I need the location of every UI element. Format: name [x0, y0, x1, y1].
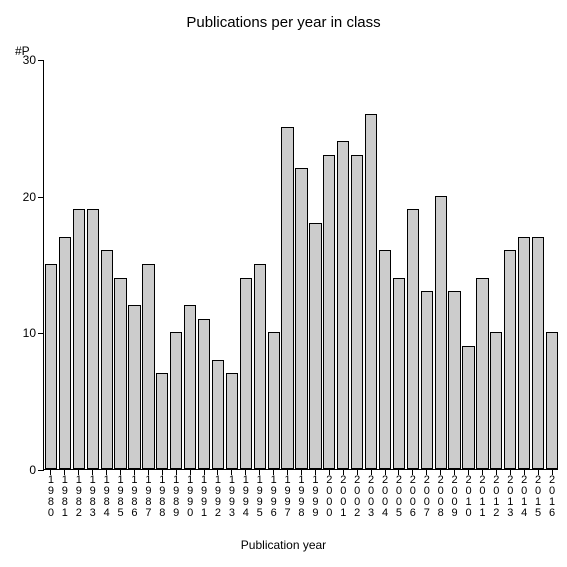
- bar: [309, 223, 321, 469]
- x-tick-label: 1 9 8 2: [72, 469, 86, 519]
- bar: [170, 332, 182, 469]
- x-tick-label: 1 9 8 9: [169, 469, 183, 519]
- x-tick-label: 2 0 1 2: [489, 469, 503, 519]
- x-tick-label: 2 0 1 6: [545, 469, 559, 519]
- x-tick-label: 2 0 0 6: [406, 469, 420, 519]
- y-tick-label: 10: [23, 326, 44, 340]
- bar: [59, 237, 71, 469]
- x-tick-label: 2 0 0 0: [322, 469, 336, 519]
- x-tick-label: 1 9 8 3: [86, 469, 100, 519]
- x-tick-label: 1 9 9 6: [267, 469, 281, 519]
- bar: [226, 373, 238, 469]
- x-tick-label: 1 9 8 5: [114, 469, 128, 519]
- x-tick-label: 1 9 9 2: [211, 469, 225, 519]
- x-tick-label: 1 9 8 8: [155, 469, 169, 519]
- bar: [518, 237, 530, 469]
- bar: [212, 360, 224, 469]
- x-tick-label: 1 9 8 7: [141, 469, 155, 519]
- x-tick-label: 2 0 0 3: [364, 469, 378, 519]
- bar: [365, 114, 377, 469]
- chart-title: Publications per year in class: [0, 14, 567, 31]
- bar: [351, 155, 363, 469]
- bar: [490, 332, 502, 469]
- bar: [73, 209, 85, 469]
- y-tick-label: 0: [29, 463, 44, 477]
- bar: [532, 237, 544, 469]
- bar: [281, 127, 293, 469]
- y-tick-label: 20: [23, 190, 44, 204]
- x-tick-label: 1 9 9 8: [295, 469, 309, 519]
- x-tick-label: 2 0 0 1: [336, 469, 350, 519]
- bar: [337, 141, 349, 469]
- y-tick-label: 30: [23, 53, 44, 67]
- x-tick-label: 2 0 1 1: [475, 469, 489, 519]
- x-tick-label: 2 0 1 3: [503, 469, 517, 519]
- bar: [87, 209, 99, 469]
- x-tick-label: 2 0 0 9: [448, 469, 462, 519]
- bar: [407, 209, 419, 469]
- x-tick-label: 1 9 9 5: [253, 469, 267, 519]
- x-tick-label: 2 0 0 2: [350, 469, 364, 519]
- plot-area: 01020301 9 8 01 9 8 11 9 8 21 9 8 31 9 8…: [43, 60, 558, 470]
- x-tick-label: 1 9 9 9: [308, 469, 322, 519]
- bar: [435, 196, 447, 469]
- bar: [128, 305, 140, 469]
- x-tick-label: 1 9 9 3: [225, 469, 239, 519]
- bar: [114, 278, 126, 469]
- x-tick-label: 1 9 8 0: [44, 469, 58, 519]
- chart-canvas: Publications per year in class #P Public…: [0, 0, 567, 567]
- x-tick-label: 1 9 8 4: [100, 469, 114, 519]
- bar: [379, 250, 391, 469]
- x-tick-label: 2 0 1 5: [531, 469, 545, 519]
- bar: [393, 278, 405, 469]
- bar: [323, 155, 335, 469]
- x-axis-label: Publication year: [0, 538, 567, 552]
- x-tick-label: 1 9 9 7: [281, 469, 295, 519]
- x-tick-label: 2 0 1 0: [462, 469, 476, 519]
- x-tick-label: 2 0 0 8: [434, 469, 448, 519]
- bar: [156, 373, 168, 469]
- bar: [546, 332, 558, 469]
- bar: [504, 250, 516, 469]
- bar: [198, 319, 210, 469]
- bar: [45, 264, 57, 469]
- bar: [254, 264, 266, 469]
- x-tick-label: 2 0 1 4: [517, 469, 531, 519]
- x-tick-label: 2 0 0 4: [378, 469, 392, 519]
- x-tick-label: 1 9 8 6: [128, 469, 142, 519]
- bar: [295, 168, 307, 469]
- bar: [184, 305, 196, 469]
- bar: [240, 278, 252, 469]
- x-tick-label: 2 0 0 7: [420, 469, 434, 519]
- bar: [476, 278, 488, 469]
- x-tick-label: 1 9 8 1: [58, 469, 72, 519]
- bar: [421, 291, 433, 469]
- x-tick-label: 1 9 9 1: [197, 469, 211, 519]
- bar: [448, 291, 460, 469]
- bar: [462, 346, 474, 469]
- bar: [268, 332, 280, 469]
- x-tick-label: 2 0 0 5: [392, 469, 406, 519]
- bar: [101, 250, 113, 469]
- x-tick-label: 1 9 9 4: [239, 469, 253, 519]
- bar: [142, 264, 154, 469]
- x-tick-label: 1 9 9 0: [183, 469, 197, 519]
